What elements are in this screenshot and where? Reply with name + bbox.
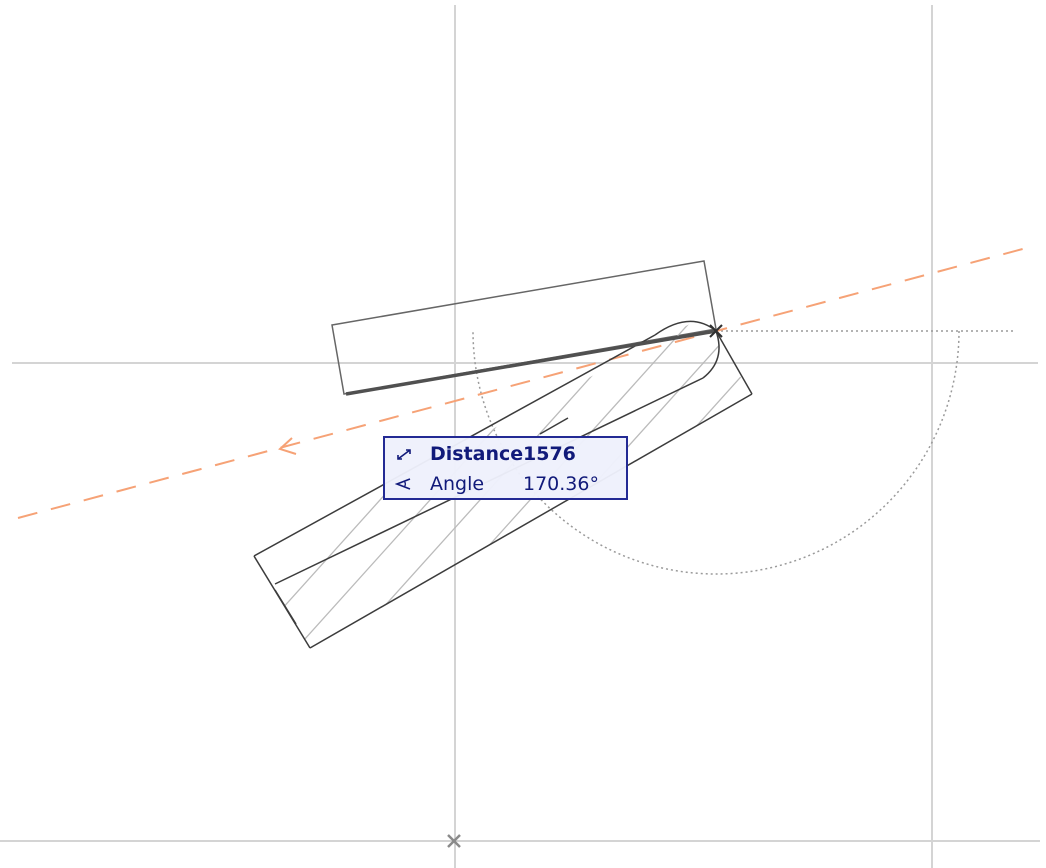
- distance-label: Distance: [430, 443, 524, 465]
- rotation-guide-line: [17, 246, 1031, 519]
- rotation-arc: [472, 330, 1013, 575]
- angle-icon: [395, 478, 411, 490]
- angle-value[interactable]: 170.36°: [523, 473, 599, 495]
- original-element-outline[interactable]: [331, 260, 717, 395]
- guide-arrow-icon: [278, 437, 297, 455]
- rotation-vector-line: [345, 329, 717, 396]
- tracker-box: Distance 1576 Angle 170.36°: [383, 436, 628, 500]
- cursor-snap-cross-icon[interactable]: [709, 324, 723, 338]
- angle-label: Angle: [430, 473, 485, 495]
- origin-cross-icon: [447, 834, 461, 848]
- diagonal-distance-icon: [397, 449, 411, 460]
- rotated-element-outline[interactable]: [253, 320, 753, 649]
- distance-value[interactable]: 1576: [523, 443, 576, 465]
